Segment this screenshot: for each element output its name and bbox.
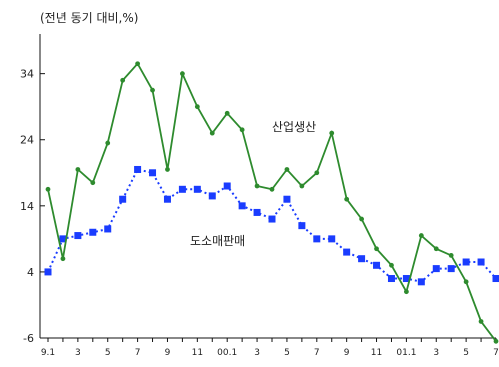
series-production (45, 61, 499, 344)
data-point (163, 195, 171, 203)
data-point (60, 256, 66, 262)
data-point (224, 110, 230, 116)
data-point (418, 233, 424, 238)
data-point (343, 248, 351, 256)
data-point (448, 252, 454, 258)
data-point (373, 261, 381, 269)
data-point (374, 246, 379, 252)
data-point (268, 215, 276, 223)
data-point (105, 140, 111, 146)
data-point (74, 232, 82, 240)
data-point (478, 319, 484, 324)
data-point (208, 192, 216, 200)
data-point (284, 167, 290, 172)
x-tick-label: 9 (165, 348, 171, 358)
data-point (313, 235, 321, 243)
series-line (47, 62, 497, 342)
series-line (47, 168, 497, 283)
x-tick-label: 9 (344, 348, 350, 358)
data-point (44, 268, 52, 276)
data-point (89, 228, 97, 236)
series-layer (44, 61, 499, 344)
data-point (387, 275, 395, 283)
y-tick-label: -6 (23, 332, 34, 345)
data-point (389, 262, 394, 268)
data-point (134, 165, 142, 173)
y-tick-label: 24 (20, 134, 34, 147)
data-point (462, 258, 470, 266)
data-point (194, 104, 200, 110)
data-point (433, 246, 439, 252)
series-label-production: 산업생산 (272, 120, 316, 134)
data-point (120, 77, 126, 83)
x-tick-label: 5 (105, 348, 111, 358)
x-tick-label: 3 (254, 348, 260, 358)
data-point (253, 208, 261, 216)
data-point (493, 338, 499, 344)
data-point (149, 169, 157, 177)
data-point (298, 222, 306, 230)
data-point (180, 71, 185, 77)
data-point (477, 258, 485, 266)
x-axis: 9.1 3 5 7 9 11 00.1 3 5 7 9 11 01.1 3 5 7 (40, 337, 499, 358)
x-tick-label: 5 (463, 348, 469, 358)
data-point (135, 61, 141, 67)
data-point (329, 130, 335, 136)
data-point (283, 195, 291, 203)
data-point (344, 196, 350, 202)
x-tick-label: 5 (284, 348, 290, 358)
data-point (314, 170, 320, 176)
data-point (165, 167, 170, 172)
data-point (254, 183, 260, 189)
data-point (492, 275, 499, 283)
data-point (328, 235, 336, 243)
y-tick-label: 34 (20, 68, 34, 81)
x-tick-label: 9.1 (41, 348, 55, 358)
x-tick-label: 01.1 (396, 348, 416, 358)
data-point (59, 235, 67, 243)
series-retail (44, 165, 499, 286)
x-tick-label: 11 (192, 348, 203, 358)
data-point (417, 278, 425, 286)
data-point (359, 216, 364, 222)
y-tick-label: 14 (20, 200, 34, 213)
data-point (193, 185, 201, 193)
data-point (45, 186, 51, 192)
data-point (150, 87, 155, 93)
data-point (402, 275, 410, 283)
data-point (299, 183, 305, 189)
data-point (178, 185, 186, 193)
data-point (104, 225, 112, 233)
data-point (238, 202, 246, 210)
x-tick-label: 7 (493, 348, 499, 358)
data-point (463, 279, 469, 285)
y-tick-label: 4 (27, 266, 34, 279)
x-tick-label: 11 (371, 348, 382, 358)
data-point (90, 180, 96, 186)
data-point (269, 186, 275, 192)
x-tick-label: 3 (75, 348, 81, 358)
data-point (404, 289, 409, 295)
series-label-retail: 도소매판매 (190, 234, 245, 248)
data-point (209, 130, 215, 136)
x-tick-label: 7 (135, 348, 141, 358)
data-point (447, 265, 455, 273)
data-point (223, 182, 231, 190)
data-point (432, 265, 440, 273)
data-point (239, 127, 245, 133)
x-tick-label: 3 (433, 348, 439, 358)
x-tick-label: 00.1 (217, 348, 237, 358)
unit-label: (전년 동기 대비,%) (40, 11, 138, 25)
x-tick-label: 7 (314, 348, 320, 358)
y-axis: 34 24 14 4 -6 (20, 34, 45, 345)
data-point (119, 195, 127, 203)
data-point (75, 167, 81, 172)
data-point (358, 255, 366, 263)
